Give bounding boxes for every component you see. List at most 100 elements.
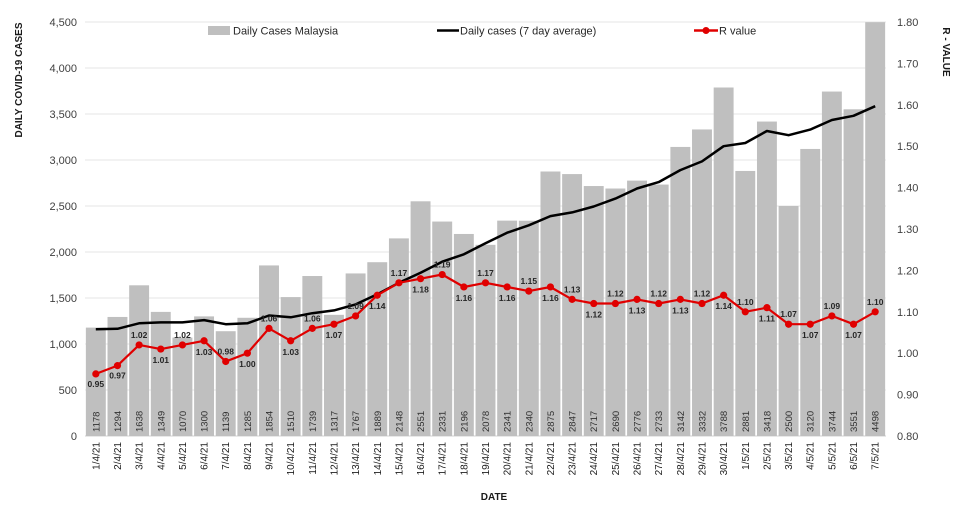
r-point: [784, 320, 793, 328]
x-tick-label: 22/4/21: [546, 442, 557, 476]
x-tick-label: 3/5/21: [784, 442, 795, 470]
bar: [627, 180, 647, 436]
bar: [107, 316, 128, 436]
legend-label-r-value: R value: [719, 26, 756, 38]
y-tick-label: 4,500: [49, 17, 77, 29]
bar-value-label: 1889: [373, 411, 384, 432]
bar: [475, 244, 496, 436]
line-series-r-value: [92, 270, 879, 378]
y-tick-label: 0: [71, 431, 77, 443]
bar-value-label: 1178: [91, 412, 102, 432]
y-axis-title: DAILY COVID-19 CASES: [14, 22, 25, 137]
r-point: [92, 370, 100, 378]
legend-marker-r-value: [702, 27, 710, 34]
r-value-label: 1.03: [282, 347, 299, 357]
y2-tick-label: 0.90: [897, 390, 918, 402]
r-value-label: 1.09: [347, 301, 364, 311]
bar-series-daily-cases: [85, 22, 886, 437]
bar: [821, 91, 842, 436]
r-value-label: 1.18: [412, 285, 429, 295]
x-tick-label: 2/5/21: [762, 442, 773, 470]
r-point: [287, 337, 295, 345]
y2-tick-label: 1.40: [897, 183, 918, 195]
bar: [432, 221, 453, 436]
bar-value-label: 2551: [416, 411, 427, 432]
r-value-label: 1.17: [477, 268, 494, 278]
r-point: [849, 320, 858, 328]
bar-value-label: 1070: [178, 411, 189, 432]
bar-value-labels: 1178 1294 1638 1349 1070 1300 1139 1285 1854 1510…: [91, 411, 881, 432]
y2-tick-label: 0.80: [897, 431, 918, 443]
y-tick-label: 3,500: [49, 109, 77, 121]
legend: Daily Cases Malaysia Daily cases (7 day …: [208, 26, 756, 38]
bar-value-label: 3142: [676, 411, 687, 432]
x-tick-label: 20/4/21: [503, 442, 514, 476]
left-axis-ticks: 0 500 1,000 1,500 2,000 2,500 3,000 3,500 4,000 4…: [49, 17, 77, 443]
r-value-label: 1.09: [824, 301, 841, 311]
r-value-label: 1.13: [564, 284, 581, 294]
right-axis-ticks: 0.80 0.90 1.00 1.10 1.20 1.30 1.40 1.50 1.60 1.70…: [897, 17, 918, 443]
x-tick-label: 2/4/21: [113, 442, 124, 470]
bar: [540, 171, 561, 436]
bar-value-label: 2196: [459, 411, 470, 432]
r-value-label: 1.10: [867, 297, 884, 307]
x-tick-label: 7/4/21: [221, 442, 232, 470]
r-point: [416, 275, 425, 283]
y2-tick-label: 1.00: [897, 348, 918, 360]
x-tick-label: 10/4/21: [286, 442, 297, 476]
r-point: [633, 295, 641, 303]
bar-value-label: 2341: [503, 411, 514, 432]
r-point: [806, 320, 814, 328]
y-tick-label: 1,500: [49, 293, 77, 305]
r-value-label: 1.06: [261, 313, 278, 323]
r-value-label: 1.13: [672, 305, 689, 315]
r-point: [676, 295, 684, 303]
r-point: [828, 312, 836, 320]
bar: [562, 174, 583, 437]
x-tick-label: 3/4/21: [135, 442, 146, 470]
r-value-label: 1.16: [499, 293, 516, 303]
r-value-label: 1.07: [845, 330, 862, 340]
r-value-label: 1.00: [239, 359, 256, 369]
y2-tick-label: 1.70: [897, 58, 918, 70]
r-point: [460, 283, 468, 291]
bar: [324, 314, 344, 436]
x-tick-label: 4/4/21: [156, 442, 167, 470]
bar-value-label: 1300: [200, 411, 211, 432]
y-tick-label: 2,000: [49, 247, 77, 259]
x-tick-label: 26/4/21: [633, 442, 644, 476]
r-point: [698, 299, 706, 308]
x-tick-label: 30/4/21: [719, 442, 730, 476]
x-tick-label: 4/5/21: [806, 442, 817, 470]
y2-tick-label: 1.20: [897, 265, 918, 277]
y-tick-label: 3,000: [49, 155, 77, 167]
bar-value-label: 2500: [784, 411, 795, 432]
r-value-label: 1.10: [737, 297, 754, 307]
r-value-labels: 0.95 0.97 1.02 1.01 1.02 1.03 0.98 1.00 1.06 1.03…: [88, 260, 884, 389]
bar: [865, 22, 886, 437]
bar: [453, 233, 474, 436]
r-point: [178, 341, 187, 349]
r-value-label: 1.16: [542, 293, 559, 303]
r-value-label: 1.16: [456, 293, 473, 303]
r-value-label: 1.12: [694, 289, 711, 299]
r-point: [330, 320, 338, 328]
x-tick-label: 1/4/21: [91, 442, 102, 470]
x-tick-label: 25/4/21: [611, 442, 622, 476]
bar-value-label: 1285: [243, 411, 254, 432]
r-point: [546, 283, 555, 291]
r-value-label: 1.13: [629, 305, 646, 315]
bar: [85, 327, 106, 436]
x-tick-label: 9/4/21: [265, 442, 276, 470]
r-value-label: 1.19: [434, 260, 451, 270]
x-tick-label: 17/4/21: [438, 442, 449, 476]
bar-value-label: 2331: [438, 411, 449, 432]
r-point: [741, 308, 749, 316]
r-value-label: 1.02: [131, 330, 148, 340]
bar-value-label: 3332: [697, 411, 708, 432]
bar-value-label: 2847: [568, 411, 579, 432]
x-tick-label: 23/4/21: [568, 442, 579, 476]
bar-value-label: 1349: [156, 411, 167, 432]
r-point: [525, 287, 533, 295]
